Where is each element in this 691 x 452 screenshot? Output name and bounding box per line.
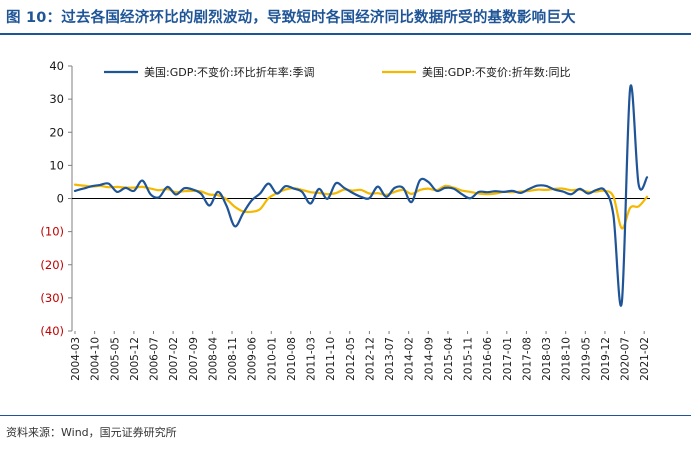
x-tick-label: 2008-11 [227,337,239,381]
source-divider [0,415,691,416]
x-tick-label: 2007-02 [168,337,180,381]
x-tick-label: 2004-03 [70,337,82,381]
y-tick-label: (30) [40,291,64,305]
x-tick-label: 2019-12 [600,337,612,381]
y-tick-label: 10 [49,158,64,172]
x-tick-label: 2016-06 [482,337,494,381]
legend-label-1: 美国:GDP:不变价:环比折年率:季调 [144,65,314,79]
x-tick-label: 2006-07 [149,337,161,381]
y-tick-label: (20) [40,258,64,272]
y-tick-label: 20 [49,125,64,139]
title-divider [0,33,691,35]
x-tick-label: 2007-09 [188,337,200,381]
x-tick-label: 2017-01 [502,337,514,381]
y-tick-label: 0 [57,192,64,206]
x-tick-label: 2004-10 [90,337,102,381]
x-tick-label: 2020-07 [620,337,632,381]
x-tick-label: 2005-12 [129,337,141,381]
x-tick-label: 2010-01 [266,337,278,381]
x-tick-label: 2009-06 [247,337,259,381]
x-tick-label: 2018-03 [541,337,553,381]
y-tick-label: 40 [49,59,64,73]
legend-label-2: 美国:GDP:不变价:折年数:同比 [422,65,570,79]
x-tick-label: 2011-10 [325,337,337,381]
x-tick-label: 2010-08 [286,337,298,381]
y-tick-label: (10) [40,225,64,239]
x-tick-label: 2011-03 [306,337,318,381]
x-tick-label: 2017-08 [521,337,533,381]
chart-title: 图 10：过去各国经济环比的剧烈波动，导致短时各国经济同比数据所受的基数影响巨大 [6,10,576,26]
x-tick-label: 2014-02 [404,337,416,381]
x-tick-label: 2018-10 [561,337,573,381]
x-tick-label: 2019-05 [580,337,592,381]
x-tick-label: 2021-02 [639,337,651,381]
x-tick-label: 2014-09 [423,337,435,381]
x-tick-label: 2015-11 [463,337,475,381]
y-tick-label: 30 [49,92,64,106]
x-tick-label: 2005-05 [109,337,121,381]
x-tick-label: 2012-05 [345,337,357,381]
series-line-1 [73,84,649,307]
x-tick-label: 2008-04 [207,337,219,381]
source-note: 资料来源：Wind，国元证券研究所 [6,426,177,439]
x-tick-label: 2015-04 [443,337,455,381]
x-tick-label: 2012-12 [364,337,376,381]
y-tick-label: (40) [40,324,64,338]
x-tick-label: 2013-07 [384,337,396,381]
